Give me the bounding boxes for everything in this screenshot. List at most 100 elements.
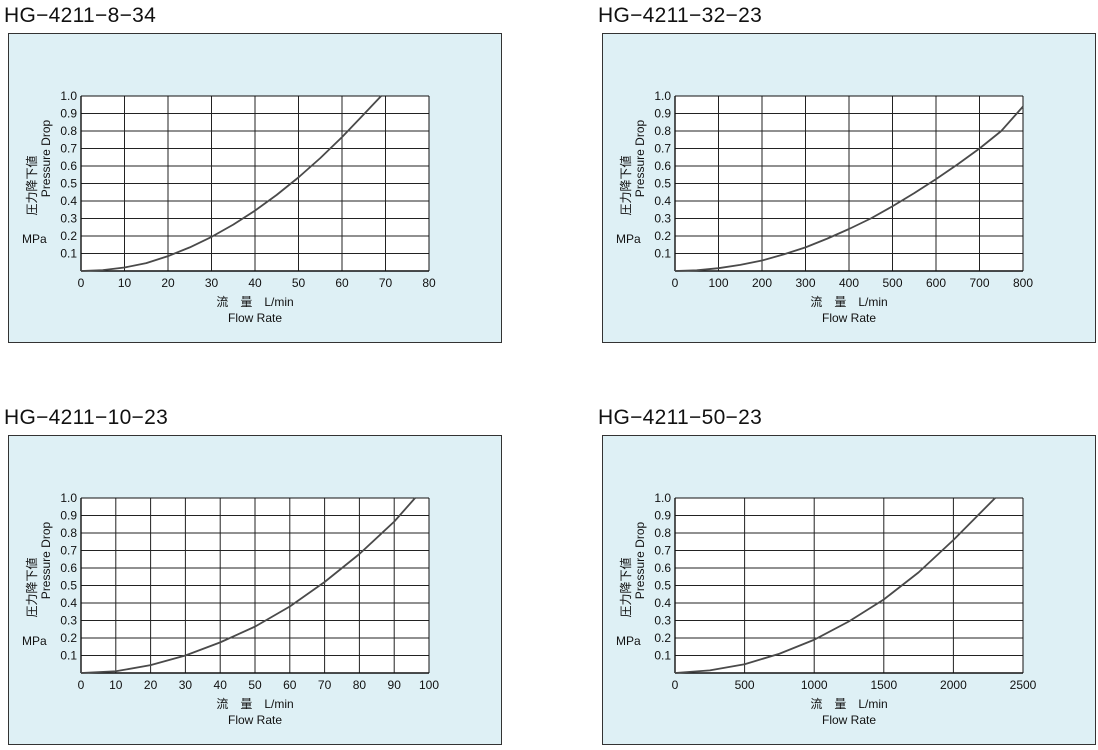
x-tick-label: 60 — [283, 678, 297, 692]
x-tick-label: 10 — [118, 276, 132, 290]
y-tick-label: 0.1 — [654, 649, 671, 663]
x-tick-label: 10 — [109, 678, 123, 692]
y-tick-label: 0.3 — [60, 212, 77, 226]
x-tick-label: 1000 — [801, 678, 828, 692]
y-tick-label: 0.6 — [60, 561, 77, 575]
x-axis-label-en: Flow Rate — [228, 713, 282, 727]
y-axis-label-en: Pressure Drop — [633, 120, 647, 198]
x-axis-label-en: Flow Rate — [822, 713, 876, 727]
y-axis-label-cn: 圧力降下値 — [618, 557, 633, 617]
y-tick-label: 0.5 — [654, 177, 671, 191]
y-axis-label-en: Pressure Drop — [39, 120, 53, 198]
x-tick-label: 30 — [179, 678, 193, 692]
chart-panel: 0 10 20 30 40 50 60 70 80 0.1 0.2 0.3 0.4 0.5 0.6 0.7 0.… — [8, 33, 502, 343]
y-tick-label: 0.4 — [654, 194, 671, 208]
y-axis-label-cn: 圧力降下値 — [24, 557, 39, 617]
y-tick-label: 0.6 — [654, 561, 671, 575]
x-tick-label: 200 — [752, 276, 772, 290]
y-tick-label: 0.1 — [60, 649, 77, 663]
x-tick-label: 100 — [419, 678, 439, 692]
y-axis-label-cn: 圧力降下値 — [24, 155, 39, 215]
x-tick-label: 30 — [205, 276, 219, 290]
y-tick-label: 0.8 — [60, 526, 77, 540]
y-axis-unit: MPa — [616, 634, 641, 648]
x-tick-label: 50 — [292, 276, 306, 290]
x-axis-label-en: Flow Rate — [228, 311, 282, 325]
y-tick-label: 0.8 — [654, 526, 671, 540]
y-tick-label: 0.7 — [60, 544, 77, 558]
x-tick-label: 60 — [335, 276, 349, 290]
x-tick-label: 0 — [672, 678, 679, 692]
x-tick-label: 300 — [795, 276, 815, 290]
chart-panel: 0 500 1000 1500 2000 2500 0.1 0.2 0.3 0.4 0.5 0.6 0.… — [602, 435, 1096, 745]
y-axis-unit: MPa — [616, 232, 641, 246]
x-tick-label: 90 — [388, 678, 402, 692]
y-tick-label: 0.5 — [654, 579, 671, 593]
y-tick-label: 0.7 — [60, 142, 77, 156]
y-axis-label-en: Pressure Drop — [633, 522, 647, 600]
series-line — [80, 95, 382, 272]
x-tick-label: 70 — [318, 678, 332, 692]
y-tick-label: 0.2 — [60, 631, 77, 645]
y-tick-label: 0.9 — [654, 107, 671, 121]
x-tick-label: 500 — [735, 678, 755, 692]
y-tick-label: 1.0 — [60, 491, 77, 505]
x-tick-label: 20 — [144, 678, 158, 692]
y-axis-unit: MPa — [22, 232, 47, 246]
y-tick-label: 0.4 — [654, 596, 671, 610]
chart-title: HG−4211−10−23 — [4, 406, 169, 429]
y-tick-label: 0.2 — [60, 229, 77, 243]
x-tick-label: 80 — [422, 276, 436, 290]
x-tick-label: 500 — [882, 276, 902, 290]
x-tick-label: 700 — [969, 276, 989, 290]
chart-3: HG−4211−10−23 0 10 20 30 40 50 60 70 80 90 100 0.1 0… — [4, 406, 502, 746]
x-tick-label: 20 — [161, 276, 175, 290]
y-tick-label: 0.7 — [654, 142, 671, 156]
y-tick-label: 0.5 — [60, 177, 77, 191]
chart-svg: 0 10 20 30 40 50 60 70 80 0.1 0.2 0.3 0.4 0.5 0.6 0.7 0.… — [22, 89, 436, 325]
chart-panel: 0 10 20 30 40 50 60 70 80 90 100 0.1 0.2 0.3 0.4 0.5 0.6… — [8, 435, 502, 745]
x-tick-label: 40 — [214, 678, 228, 692]
chart-svg: 0 100 200 300 400 500 600 700 800 0.1 0.2 0.3 0.4 0.5… — [616, 89, 1033, 325]
chart-1: HG−4211−8−34 0 10 20 30 40 50 60 70 80 0.1 0.2 0.3 0… — [4, 4, 502, 344]
x-axis-label-cn: 流 量 L/min — [810, 295, 887, 309]
y-tick-label: 0.3 — [654, 614, 671, 628]
y-axis-label-en: Pressure Drop — [39, 522, 53, 600]
x-tick-label: 0 — [672, 276, 679, 290]
y-tick-label: 1.0 — [60, 89, 77, 103]
series-line — [80, 497, 416, 674]
x-tick-label: 800 — [1013, 276, 1033, 290]
y-tick-label: 0.4 — [60, 194, 77, 208]
x-axis-label-cn: 流 量 L/min — [216, 697, 293, 711]
y-axis-label-cn: 圧力降下値 — [618, 155, 633, 215]
y-tick-label: 0.8 — [654, 124, 671, 138]
x-tick-label: 0 — [78, 276, 85, 290]
x-tick-label: 100 — [708, 276, 728, 290]
chart-title: HG−4211−50−23 — [598, 406, 763, 429]
y-tick-label: 0.3 — [60, 614, 77, 628]
y-axis-unit: MPa — [22, 634, 47, 648]
x-tick-label: 600 — [926, 276, 946, 290]
x-tick-label: 400 — [839, 276, 859, 290]
x-axis-label-en: Flow Rate — [822, 311, 876, 325]
x-tick-label: 0 — [78, 678, 85, 692]
x-axis-label-cn: 流 量 L/min — [216, 295, 293, 309]
chart-svg: 0 10 20 30 40 50 60 70 80 90 100 0.1 0.2 0.3 0.4 0.5 0.6… — [22, 491, 439, 727]
y-tick-label: 0.4 — [60, 596, 77, 610]
x-axis-label-cn: 流 量 L/min — [810, 697, 887, 711]
y-tick-label: 0.6 — [60, 159, 77, 173]
chart-title: HG−4211−8−34 — [4, 4, 157, 27]
y-tick-label: 0.7 — [654, 544, 671, 558]
y-tick-label: 0.5 — [60, 579, 77, 593]
y-tick-label: 0.1 — [60, 247, 77, 261]
x-tick-label: 50 — [248, 678, 262, 692]
x-tick-label: 2500 — [1010, 678, 1037, 692]
chart-svg: 0 500 1000 1500 2000 2500 0.1 0.2 0.3 0.4 0.5 0.6 0.… — [616, 491, 1037, 727]
series-line — [674, 497, 996, 674]
y-tick-label: 0.3 — [654, 212, 671, 226]
y-tick-label: 0.2 — [654, 229, 671, 243]
y-tick-label: 0.9 — [654, 509, 671, 523]
y-tick-label: 0.2 — [654, 631, 671, 645]
x-tick-label: 40 — [248, 276, 262, 290]
y-tick-label: 1.0 — [654, 491, 671, 505]
